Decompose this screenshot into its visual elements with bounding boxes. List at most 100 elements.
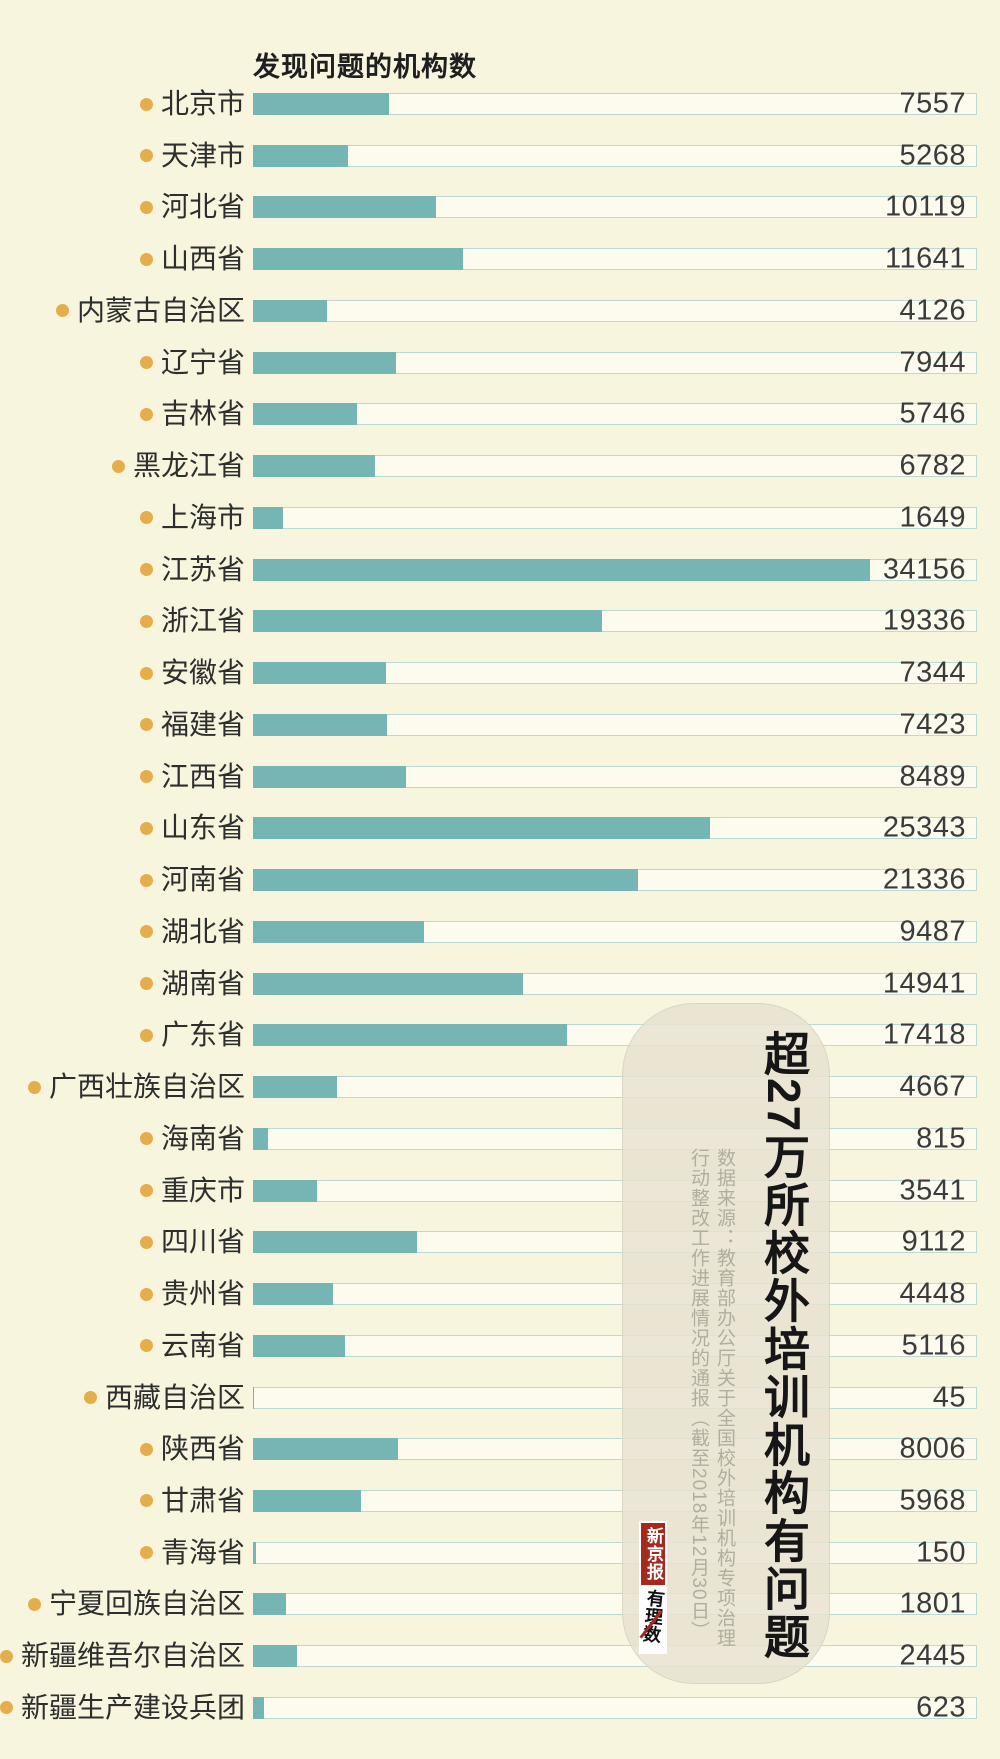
category-label: 海南省 (160, 1122, 245, 1154)
value-label: 6782 (899, 449, 966, 482)
value-label: 11641 (885, 242, 966, 275)
bar-fill (253, 1645, 298, 1668)
bar-fill (253, 713, 387, 736)
bar-track: 14941 (253, 967, 977, 999)
bar-track: 2445 (253, 1640, 977, 1672)
bar-track: 45 (253, 1381, 977, 1413)
bullet-icon (83, 1391, 97, 1404)
chart-row: 贵州省 4448 (0, 1278, 1000, 1310)
category-label: 河北省 (160, 191, 245, 223)
chart-row: 云南省 5116 (0, 1329, 1000, 1361)
bar-fill (253, 1489, 361, 1512)
chart-row: 重庆市 3541 (0, 1174, 1000, 1206)
bar-fill (253, 1386, 254, 1409)
category-label: 新疆生产建设兵团 (20, 1691, 245, 1723)
value-label: 9112 (901, 1225, 966, 1258)
bar-fill (253, 351, 397, 374)
chart-row: 吉林省 5746 (0, 398, 1000, 430)
bar-track: 3541 (253, 1174, 977, 1206)
bullet-icon (139, 252, 153, 266)
bullet-icon (139, 200, 153, 214)
bar-track: 4667 (253, 1071, 977, 1103)
chart-row: 湖南省 14941 (0, 967, 1000, 999)
bar-fill (253, 817, 711, 840)
value-label: 7344 (899, 656, 966, 689)
value-label: 17418 (882, 1018, 966, 1051)
value-label: 5746 (899, 397, 966, 430)
bar-track: 21336 (253, 864, 977, 896)
bar-track: 815 (253, 1122, 977, 1154)
bar-track: 6782 (253, 450, 977, 482)
bullet-icon (139, 407, 153, 421)
chart-row: 新疆维吾尔自治区 2445 (0, 1640, 1000, 1672)
bullet-icon (0, 1649, 13, 1663)
chart-row: 辽宁省 7944 (0, 346, 1000, 378)
chart-row: 海南省 815 (0, 1122, 1000, 1154)
bar-track: 150 (253, 1536, 977, 1568)
bar-fill (253, 93, 390, 115)
bar-track: 8006 (253, 1433, 977, 1465)
bar-fill (253, 1076, 338, 1099)
bar-fill (253, 1283, 334, 1306)
bar-track: 34156 (253, 553, 977, 585)
bullet-icon (139, 614, 153, 628)
value-label: 7423 (899, 708, 966, 741)
category-label: 贵州省 (160, 1278, 245, 1310)
bar-track: 7557 (253, 88, 977, 120)
chart-row: 浙江省 19336 (0, 605, 1000, 637)
category-label: 宁夏回族自治区 (48, 1588, 245, 1620)
chart-row: 山西省 11641 (0, 243, 1000, 275)
value-label: 3541 (899, 1174, 966, 1207)
bullet-icon (139, 1132, 153, 1146)
category-label: 河南省 (160, 864, 245, 896)
chart-row: 湖北省 9487 (0, 915, 1000, 947)
value-label: 5268 (899, 139, 966, 172)
chart-row: 内蒙古自治区 4126 (0, 294, 1000, 326)
chart-row: 新疆生产建设兵团 623 (0, 1691, 1000, 1723)
value-label: 4448 (899, 1277, 966, 1310)
chart-row: 北京市 7557 (0, 88, 1000, 120)
bar-fill (253, 299, 328, 322)
bar-fill (253, 248, 464, 271)
bullet-icon (111, 459, 125, 473)
chart-row: 广东省 17418 (0, 1019, 1000, 1051)
value-label: 19336 (882, 604, 966, 637)
bar-fill (253, 1541, 256, 1564)
value-label: 1649 (899, 501, 966, 534)
bar-fill (253, 1127, 268, 1150)
chart-row: 天津市 5268 (0, 139, 1000, 171)
bar-track: 19336 (253, 605, 977, 637)
category-label: 广东省 (160, 1019, 245, 1051)
category-label: 湖北省 (160, 915, 245, 947)
category-label: 上海市 (160, 501, 245, 533)
bar-fill (253, 1438, 398, 1461)
value-label: 7557 (899, 87, 966, 120)
chart-title: 发现问题的机构数 (253, 52, 477, 82)
bullet-icon (139, 563, 153, 577)
value-label: 9487 (899, 915, 966, 948)
value-label: 5968 (899, 1484, 966, 1517)
category-label: 云南省 (160, 1329, 245, 1361)
category-label: 陕西省 (160, 1433, 245, 1465)
bullet-icon (55, 304, 69, 318)
bar-fill (253, 765, 407, 788)
bar-fill (253, 455, 376, 478)
bullet-icon (139, 1235, 153, 1249)
bullet-icon (139, 718, 153, 732)
bar-fill (253, 1593, 286, 1616)
bullet-icon (0, 1701, 13, 1715)
bar-fill (253, 506, 283, 529)
bar-fill (253, 1231, 418, 1254)
bar-fill (253, 1179, 317, 1202)
bar-track: 25343 (253, 812, 977, 844)
category-label: 山东省 (160, 812, 245, 844)
category-label: 湖南省 (160, 967, 245, 999)
bullet-icon (27, 1080, 41, 1094)
chart-row: 山东省 25343 (0, 812, 1000, 844)
bullet-icon (139, 821, 153, 835)
category-label: 北京市 (160, 88, 245, 119)
bullet-icon (139, 356, 153, 370)
bullet-icon (139, 149, 153, 163)
value-label: 8006 (899, 1432, 966, 1465)
